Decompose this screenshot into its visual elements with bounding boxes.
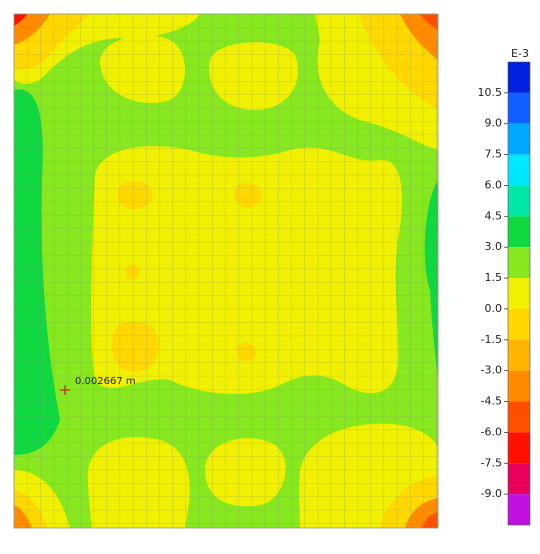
- colorbar-tick-label: 10.5: [478, 86, 503, 99]
- colorbar-band: [508, 339, 530, 371]
- contour-field: [14, 14, 438, 528]
- colorbar-band: [508, 463, 530, 495]
- colorbar-band: [508, 432, 530, 464]
- colorbar-tick-label: 1.5: [485, 271, 503, 284]
- colorbar-tick-label: -1.5: [481, 333, 502, 346]
- colorbar-tick-label: 9.0: [485, 117, 503, 130]
- colorbar-band: [508, 216, 530, 248]
- colorbar-tick-label: 7.5: [485, 148, 503, 161]
- colorbar-band: [508, 370, 530, 402]
- colorbar-band: [508, 247, 530, 279]
- colorbar-band: [508, 123, 530, 155]
- colorbar-band: [508, 62, 530, 93]
- colorbar-tick-label: -9.0: [481, 487, 502, 500]
- colorbar-frame: [507, 61, 531, 526]
- colorbar-tick-label: -6.0: [481, 425, 502, 438]
- colorbar-unit: E-3: [511, 47, 529, 60]
- colorbar-band: [508, 154, 530, 186]
- colorbar-tick-label: 3.0: [485, 240, 503, 253]
- colorbar-tick-label: 0.0: [485, 302, 503, 315]
- colorbar-tick-label: 4.5: [485, 209, 503, 222]
- probe-marker: [60, 385, 70, 395]
- colorbar-band: [508, 401, 530, 433]
- colorbar: 10.5 9.0 7.5 6.0 4.5 3.0 1.5 0.0 -1.5 -3.0 -4.5 -6.…: [478, 61, 531, 526]
- colorbar-band: [508, 278, 530, 309]
- colorbar-tick-label: -4.5: [481, 395, 502, 408]
- slab-border: [13, 13, 439, 529]
- colorbar-band: [508, 494, 530, 525]
- colorbar-band: [508, 185, 530, 217]
- colorbar-tick-label: 6.0: [485, 178, 503, 191]
- colorbar-band: [508, 92, 530, 124]
- colorbar-tick-label: -7.5: [481, 456, 502, 469]
- colorbar-band: [508, 308, 530, 340]
- probe-annotation: 0.002667 m: [75, 376, 136, 387]
- colorbar-tick-label: -3.0: [481, 364, 502, 377]
